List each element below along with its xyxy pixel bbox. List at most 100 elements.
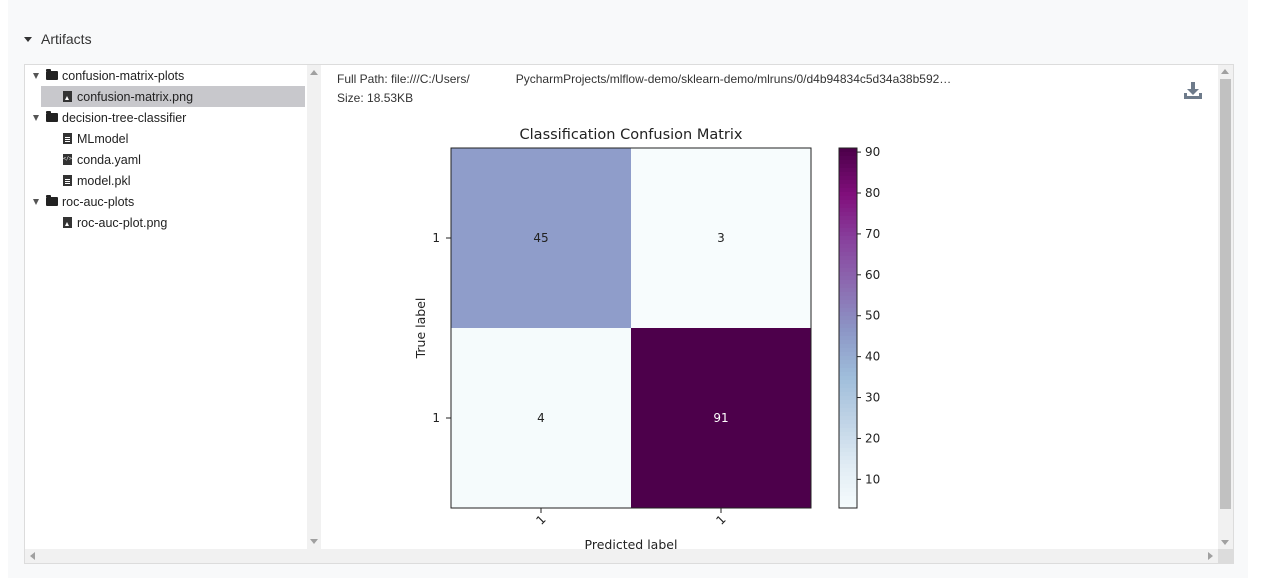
scroll-down-arrow-icon[interactable]	[1221, 540, 1229, 545]
full-path-label: Full Path:	[337, 72, 388, 86]
scroll-up-arrow-icon[interactable]	[1221, 69, 1229, 74]
colorbar-segment	[839, 484, 857, 489]
colorbar-tick-label: 70	[865, 227, 880, 241]
colorbar-segment	[839, 452, 857, 457]
matrix-cell	[631, 148, 811, 328]
colorbar-segment	[839, 212, 857, 217]
tree-folder-decision-tree-classifier[interactable]: decision-tree-classifier	[33, 107, 303, 128]
expand-triangle-icon[interactable]	[33, 114, 39, 121]
expand-triangle-icon[interactable]	[33, 198, 39, 205]
colorbar-segment	[839, 456, 857, 461]
matrix-cell	[451, 328, 631, 508]
colorbar-segment	[839, 488, 857, 493]
tree-file-mlmodel[interactable]: MLmodel	[63, 128, 303, 149]
cell-value-label: 3	[717, 231, 725, 245]
colorbar-segment	[839, 368, 857, 373]
colorbar-segment	[839, 448, 857, 453]
colorbar-segment	[839, 380, 857, 385]
colorbar-segment	[839, 196, 857, 201]
tree-item-label: roc-auc-plot.png	[77, 215, 168, 230]
colorbar-segment	[839, 180, 857, 185]
colorbar-tick-label: 60	[865, 268, 880, 282]
colorbar-segment	[839, 220, 857, 225]
colorbar-segment	[839, 164, 857, 169]
colorbar-segment	[839, 148, 857, 153]
scroll-up-arrow-icon[interactable]	[310, 70, 318, 75]
colorbar-tick-label: 20	[865, 431, 880, 445]
folder-icon	[46, 195, 58, 206]
scroll-down-arrow-icon[interactable]	[310, 539, 318, 544]
colorbar-segment	[839, 436, 857, 441]
colorbar-segment	[839, 388, 857, 393]
colorbar-segment	[839, 228, 857, 233]
tree-file-conda-yaml[interactable]: conda.yaml	[63, 149, 303, 170]
colorbar-segment	[839, 372, 857, 377]
vertical-scroll-thumb[interactable]	[1220, 79, 1231, 509]
tree-file-roc-auc-plot-png[interactable]: roc-auc-plot.png	[63, 212, 303, 233]
colorbar-segment	[839, 332, 857, 337]
vertical-scrollbar[interactable]	[1218, 65, 1233, 549]
tree-scrollbar[interactable]	[307, 65, 321, 549]
colorbar-segment	[839, 292, 857, 297]
colorbar-segment	[839, 308, 857, 313]
colorbar-segment	[839, 432, 857, 437]
colorbar-segment	[839, 500, 857, 505]
section-title: Artifacts	[41, 31, 92, 47]
tree-item-label: conda.yaml	[77, 152, 141, 167]
colorbar-segment	[839, 188, 857, 193]
expand-triangle-icon[interactable]	[33, 72, 39, 79]
colorbar-segment	[839, 276, 857, 281]
colorbar-segment	[839, 376, 857, 381]
colorbar-segment	[839, 268, 857, 273]
horizontal-scrollbar[interactable]	[25, 549, 1218, 563]
caret-down-icon	[24, 36, 32, 42]
artifacts-section-toggle[interactable]: Artifacts	[24, 31, 92, 47]
colorbar-segment	[839, 300, 857, 305]
tree-file-confusion-matrix-png[interactable]: confusion-matrix.png	[41, 86, 305, 107]
colorbar-frame	[838, 147, 858, 509]
cell-value-label: 45	[533, 231, 548, 245]
code-file-icon	[63, 154, 72, 165]
colorbar-segment	[839, 256, 857, 261]
colorbar-tick-label: 30	[865, 391, 880, 405]
colorbar-segment	[839, 468, 857, 473]
document-file-icon	[63, 133, 72, 144]
confusion-matrix-chart: Classification Confusion Matrix 45 3 4 91 1 1 1…	[413, 127, 880, 549]
colorbar-segment	[839, 328, 857, 333]
colorbar-segment	[839, 424, 857, 429]
colorbar-segment	[839, 240, 857, 245]
colorbar-segment	[839, 392, 857, 397]
colorbar-segment	[839, 312, 857, 317]
colorbar-segment	[839, 248, 857, 253]
colorbar-segment	[839, 404, 857, 409]
colorbar-segment	[839, 208, 857, 213]
colorbar-segment	[839, 204, 857, 209]
confusion-matrix-plot: Classification Confusion Matrix 45 3 4 91 1 1 1…	[337, 117, 939, 549]
colorbar-segment	[839, 412, 857, 417]
artifacts-panel: confusion-matrix-plots confusion-matrix.…	[24, 64, 1234, 564]
y-axis-label: True label	[413, 298, 428, 360]
colorbar-segment	[839, 252, 857, 257]
tree-file-model-pkl[interactable]: model.pkl	[63, 170, 303, 191]
tree-folder-confusion-matrix-plots[interactable]: confusion-matrix-plots	[33, 65, 303, 86]
colorbar-segment	[839, 472, 857, 477]
download-icon[interactable]	[1183, 81, 1203, 101]
folder-icon	[46, 111, 58, 122]
colorbar-segment	[839, 420, 857, 425]
scroll-right-arrow-icon[interactable]	[1208, 552, 1213, 560]
colorbar-segment	[839, 156, 857, 161]
colorbar-segment	[839, 224, 857, 229]
colorbar-segment	[839, 340, 857, 345]
x-axis-label: Predicted label	[585, 537, 678, 549]
colorbar-tick-label: 10	[865, 472, 880, 486]
cell-value-label: 91	[713, 411, 728, 425]
scroll-left-arrow-icon[interactable]	[30, 552, 35, 560]
colorbar-tick-label: 80	[865, 186, 880, 200]
tree-item-label: MLmodel	[77, 131, 129, 146]
tree-folder-roc-auc-plots[interactable]: roc-auc-plots	[33, 191, 303, 212]
colorbar-segment	[839, 400, 857, 405]
full-path-prefix: file:///C:/Users/	[391, 72, 470, 86]
file-size: Size: 18.53KB	[337, 91, 413, 105]
matrix-frame	[450, 147, 812, 509]
colorbar-segment	[839, 396, 857, 401]
